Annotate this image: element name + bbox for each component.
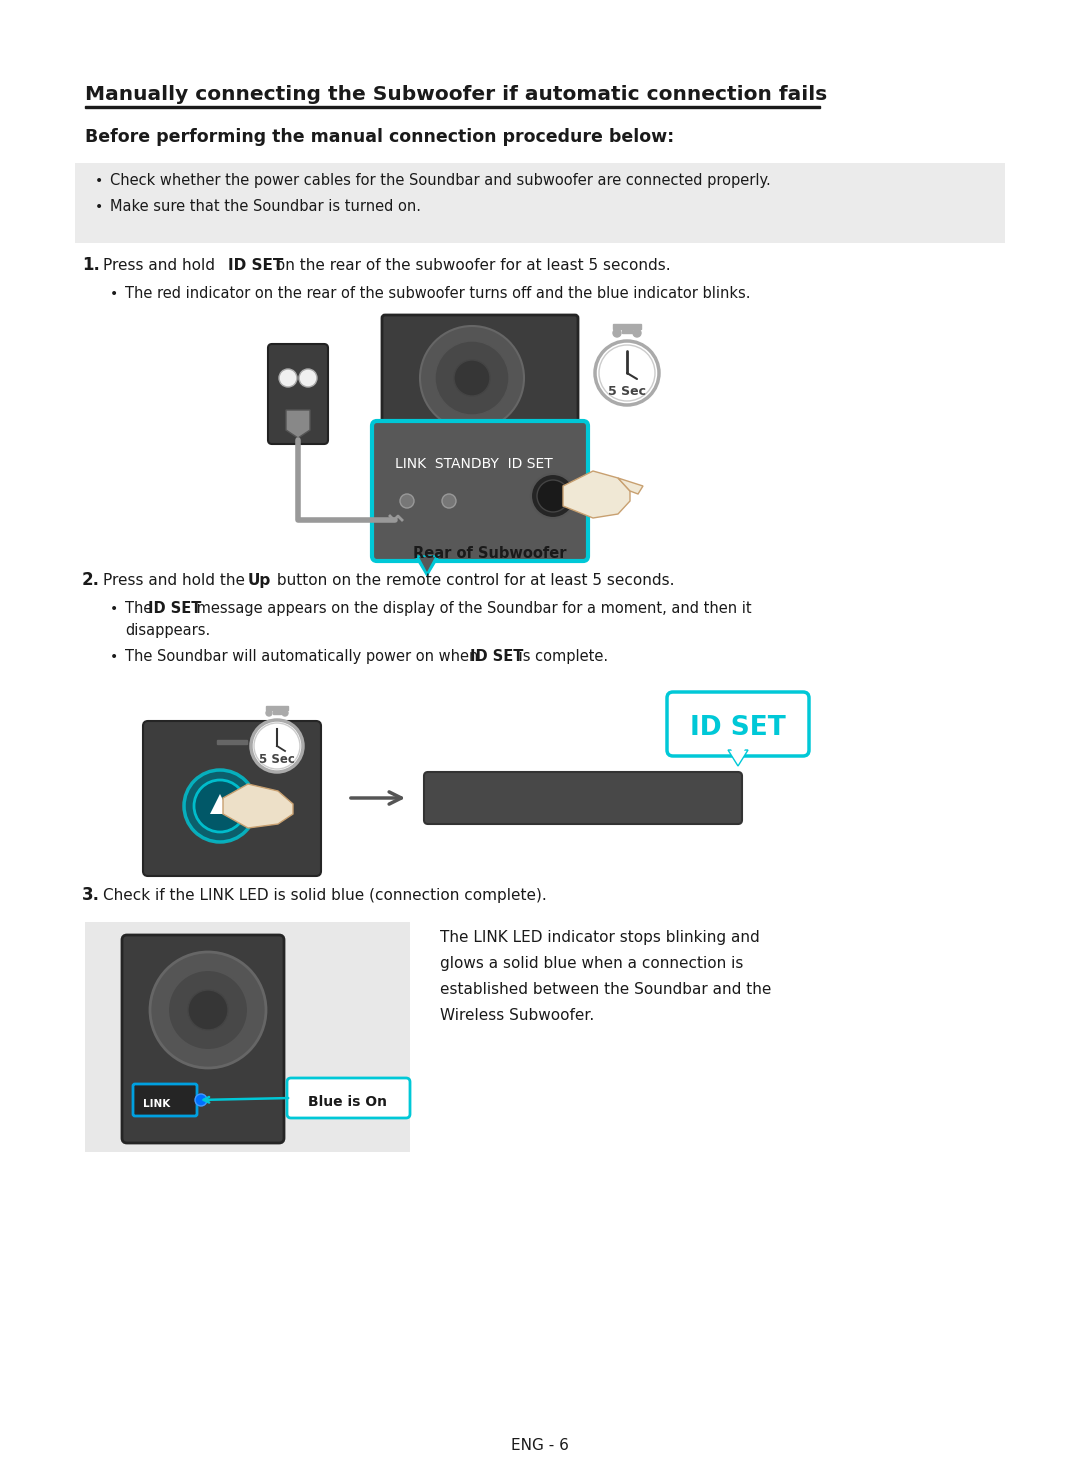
FancyBboxPatch shape <box>382 315 578 531</box>
Circle shape <box>400 494 414 507</box>
Bar <box>622 325 632 333</box>
FancyBboxPatch shape <box>287 1078 410 1118</box>
Text: button on the remote control for at least 5 seconds.: button on the remote control for at leas… <box>272 572 675 589</box>
Text: •: • <box>110 602 118 615</box>
Text: •: • <box>95 175 104 188</box>
Text: Blue is On: Blue is On <box>309 1094 388 1109</box>
Bar <box>613 324 642 328</box>
Circle shape <box>420 325 524 430</box>
Bar <box>217 740 247 744</box>
FancyBboxPatch shape <box>122 935 284 1143</box>
FancyBboxPatch shape <box>372 422 588 561</box>
Circle shape <box>282 710 288 716</box>
Text: 5 Sec: 5 Sec <box>259 753 295 766</box>
Circle shape <box>537 481 569 512</box>
Text: ID SET: ID SET <box>148 600 201 615</box>
Bar <box>273 708 281 714</box>
Circle shape <box>184 771 256 842</box>
Text: Manually connecting the Subwoofer if automatic connection fails: Manually connecting the Subwoofer if aut… <box>85 84 827 104</box>
Polygon shape <box>731 748 745 762</box>
Polygon shape <box>419 558 435 572</box>
Text: ENG - 6: ENG - 6 <box>511 1438 569 1452</box>
FancyBboxPatch shape <box>143 720 321 876</box>
Polygon shape <box>286 410 310 438</box>
Circle shape <box>599 345 654 401</box>
Text: The: The <box>125 600 157 615</box>
Text: Press and hold: Press and hold <box>103 257 220 274</box>
Polygon shape <box>728 750 748 766</box>
Text: disappears.: disappears. <box>125 623 211 637</box>
FancyBboxPatch shape <box>424 772 742 824</box>
Text: •: • <box>110 287 118 302</box>
Circle shape <box>299 368 318 387</box>
Text: Press and hold the: Press and hold the <box>103 572 249 589</box>
Circle shape <box>254 723 300 769</box>
Circle shape <box>194 779 246 833</box>
Text: •: • <box>110 649 118 664</box>
Text: on the rear of the subwoofer for at least 5 seconds.: on the rear of the subwoofer for at leas… <box>271 257 671 274</box>
Text: message appears on the display of the Soundbar for a moment, and then it: message appears on the display of the So… <box>192 600 752 615</box>
FancyBboxPatch shape <box>667 692 809 756</box>
Text: is complete.: is complete. <box>514 649 608 664</box>
Bar <box>85 921 410 1152</box>
Text: LINK: LINK <box>143 1099 171 1109</box>
Circle shape <box>531 473 575 518</box>
Text: glows a solid blue when a connection is: glows a solid blue when a connection is <box>440 955 743 972</box>
Circle shape <box>633 328 642 337</box>
Circle shape <box>595 342 659 405</box>
Circle shape <box>442 494 456 507</box>
Text: •: • <box>95 200 104 214</box>
Text: LINK  STANDBY  ID SET: LINK STANDBY ID SET <box>395 457 553 470</box>
Circle shape <box>150 952 266 1068</box>
Text: 5 Sec: 5 Sec <box>608 385 646 398</box>
Circle shape <box>454 359 490 396</box>
Polygon shape <box>415 556 438 575</box>
Circle shape <box>266 710 272 716</box>
Polygon shape <box>210 794 230 813</box>
Circle shape <box>195 1094 207 1106</box>
Circle shape <box>251 720 303 772</box>
FancyBboxPatch shape <box>133 1084 197 1117</box>
Text: Check whether the power cables for the Soundbar and subwoofer are connected prop: Check whether the power cables for the S… <box>110 173 771 188</box>
Text: Make sure that the Soundbar is turned on.: Make sure that the Soundbar is turned on… <box>110 200 421 214</box>
Text: ID SET: ID SET <box>470 649 524 664</box>
Circle shape <box>279 368 297 387</box>
Text: The Soundbar will automatically power on when: The Soundbar will automatically power on… <box>125 649 483 664</box>
Polygon shape <box>563 470 630 518</box>
Circle shape <box>435 342 509 416</box>
Circle shape <box>613 328 621 337</box>
Circle shape <box>168 970 248 1050</box>
Text: Rear of Subwoofer: Rear of Subwoofer <box>414 546 567 561</box>
Bar <box>75 163 1005 243</box>
Text: 2.: 2. <box>82 571 100 589</box>
Text: The red indicator on the rear of the subwoofer turns off and the blue indicator : The red indicator on the rear of the sub… <box>125 285 751 302</box>
Text: Wireless Subwoofer.: Wireless Subwoofer. <box>440 1009 594 1023</box>
Text: Check if the LINK LED is solid blue (connection complete).: Check if the LINK LED is solid blue (con… <box>103 887 546 904</box>
Circle shape <box>188 989 228 1029</box>
Text: Before performing the manual connection procedure below:: Before performing the manual connection … <box>85 129 674 146</box>
Bar <box>85 106 820 108</box>
Text: 3.: 3. <box>82 886 100 904</box>
Bar <box>266 705 288 710</box>
Text: ID SET: ID SET <box>690 714 786 741</box>
Text: established between the Soundbar and the: established between the Soundbar and the <box>440 982 771 997</box>
Polygon shape <box>618 478 643 494</box>
Text: ID SET: ID SET <box>228 257 283 274</box>
Polygon shape <box>222 784 293 828</box>
Text: Up: Up <box>248 572 271 589</box>
Text: 1.: 1. <box>82 256 99 274</box>
FancyBboxPatch shape <box>268 345 328 444</box>
Text: The LINK LED indicator stops blinking and: The LINK LED indicator stops blinking an… <box>440 930 759 945</box>
